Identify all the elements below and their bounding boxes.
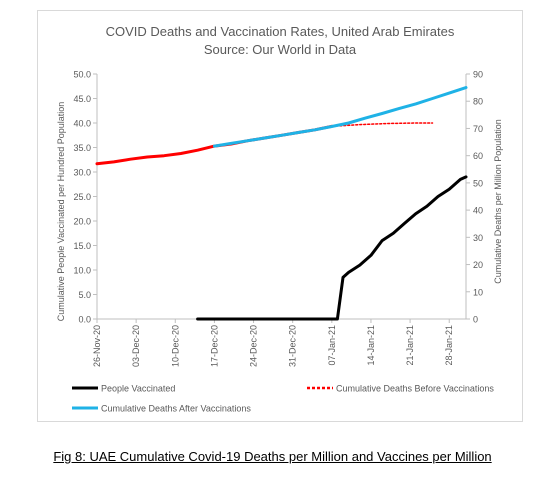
right-tick-label: 0	[473, 315, 478, 325]
legend-deaths-before-vaccinations-label: Cumulative Deaths Before Vaccinations	[336, 384, 494, 394]
right-tick-label: 20	[473, 260, 483, 270]
x-tick-label: 31-Dec-20	[288, 325, 298, 367]
figure-caption: Fig 8: UAE Cumulative Covid-19 Deaths pe…	[53, 449, 492, 464]
chart-frame	[37, 10, 523, 422]
left-tick-label: 20.0	[73, 217, 91, 227]
right-tick-label: 70	[473, 124, 483, 134]
x-tick-label: 10-Dec-20	[170, 325, 180, 367]
left-tick-label: 30.0	[73, 168, 91, 178]
left-tick-label: 45.0	[73, 94, 91, 104]
left-tick-label: 0.0	[78, 315, 91, 325]
right-tick-label: 10	[473, 287, 483, 297]
x-tick-label: 17-Dec-20	[209, 325, 219, 367]
legend-deaths-after-vaccinations-label: Cumulative Deaths After Vaccinations	[101, 404, 251, 414]
x-tick-label: 14-Jan-21	[366, 325, 376, 366]
x-tick-label: 21-Jan-21	[405, 325, 415, 366]
right-tick-label: 80	[473, 97, 483, 107]
x-tick-label: 26-Nov-20	[92, 325, 102, 367]
left-axis-title: Cumulative People Vaccinated per Hundred…	[56, 102, 66, 321]
left-tick-label: 35.0	[73, 143, 91, 153]
x-tick-label: 03-Dec-20	[131, 325, 141, 367]
left-tick-label: 40.0	[73, 119, 91, 129]
left-tick-label: 5.0	[78, 290, 91, 300]
left-tick-label: 25.0	[73, 192, 91, 202]
right-tick-label: 40	[473, 206, 483, 216]
legend-people-vaccinated-label: People Vaccinated	[101, 384, 175, 394]
left-tick-label: 50.0	[73, 70, 91, 80]
x-tick-label: 28-Jan-21	[444, 325, 454, 366]
right-tick-label: 50	[473, 178, 483, 188]
left-tick-label: 10.0	[73, 266, 91, 276]
chart-title: COVID Deaths and Vaccination Rates, Unit…	[105, 24, 455, 39]
right-tick-label: 90	[473, 70, 483, 80]
deaths-after-vaccinations-line	[212, 86, 468, 148]
people-vaccinated-line	[196, 175, 468, 321]
right-tick-label: 30	[473, 233, 483, 243]
right-tick-label: 60	[473, 151, 483, 161]
x-tick-label: 24-Dec-20	[249, 325, 259, 367]
chart-subtitle: Source: Our World in Data	[203, 42, 357, 57]
right-axis-title: Cumulative Deaths per Million Population	[493, 119, 503, 284]
deaths-before-vaccinations-trend-line	[331, 122, 434, 128]
left-tick-label: 15.0	[73, 241, 91, 251]
x-tick-label: 07-Jan-21	[327, 325, 337, 366]
